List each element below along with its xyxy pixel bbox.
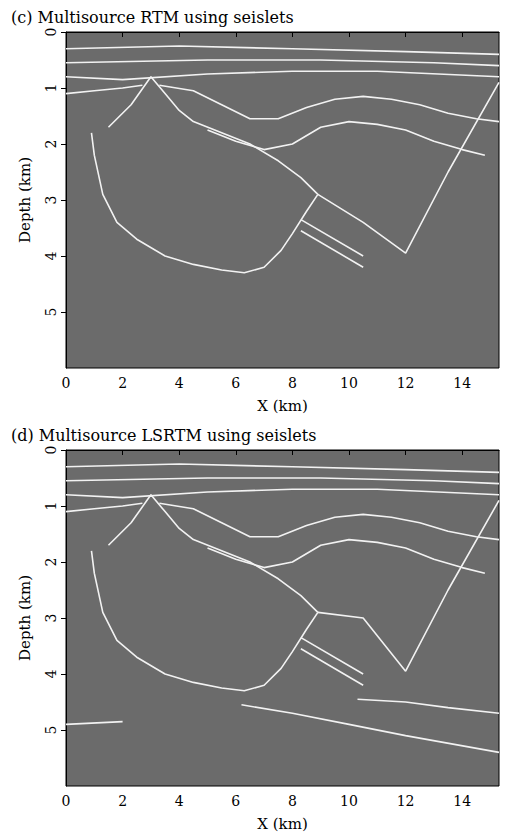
svg-text:10: 10 bbox=[340, 793, 358, 809]
svg-text:14: 14 bbox=[453, 375, 471, 391]
svg-text:0: 0 bbox=[62, 375, 71, 391]
svg-text:3: 3 bbox=[43, 196, 59, 205]
svg-text:1: 1 bbox=[43, 502, 59, 511]
svg-text:4: 4 bbox=[43, 669, 59, 678]
svg-text:12: 12 bbox=[397, 793, 415, 809]
svg-text:14: 14 bbox=[453, 793, 471, 809]
svg-text:(d) Multisource LSRTM using se: (d) Multisource LSRTM using seislets bbox=[11, 426, 316, 445]
svg-text:4: 4 bbox=[175, 793, 184, 809]
svg-text:8: 8 bbox=[288, 793, 297, 809]
svg-text:10: 10 bbox=[340, 375, 358, 391]
svg-text:X (km): X (km) bbox=[257, 397, 307, 415]
svg-text:(c) Multisource RTM using seis: (c) Multisource RTM using seislets bbox=[11, 8, 294, 27]
svg-text:2: 2 bbox=[118, 375, 127, 391]
svg-text:4: 4 bbox=[175, 375, 184, 391]
svg-text:3: 3 bbox=[43, 614, 59, 623]
svg-text:Depth (km): Depth (km) bbox=[16, 575, 34, 661]
svg-text:4: 4 bbox=[43, 251, 59, 260]
svg-text:0: 0 bbox=[43, 446, 59, 455]
svg-text:2: 2 bbox=[43, 140, 59, 149]
svg-text:6: 6 bbox=[231, 375, 240, 391]
svg-text:2: 2 bbox=[43, 558, 59, 567]
svg-text:5: 5 bbox=[43, 726, 59, 735]
svg-text:2: 2 bbox=[118, 793, 127, 809]
svg-text:1: 1 bbox=[43, 84, 59, 93]
svg-text:X (km): X (km) bbox=[257, 815, 307, 833]
svg-text:Depth (km): Depth (km) bbox=[16, 157, 34, 243]
svg-text:0: 0 bbox=[43, 28, 59, 37]
svg-text:0: 0 bbox=[62, 793, 71, 809]
svg-text:5: 5 bbox=[43, 308, 59, 317]
svg-text:8: 8 bbox=[288, 375, 297, 391]
svg-text:6: 6 bbox=[231, 793, 240, 809]
svg-text:12: 12 bbox=[397, 375, 415, 391]
